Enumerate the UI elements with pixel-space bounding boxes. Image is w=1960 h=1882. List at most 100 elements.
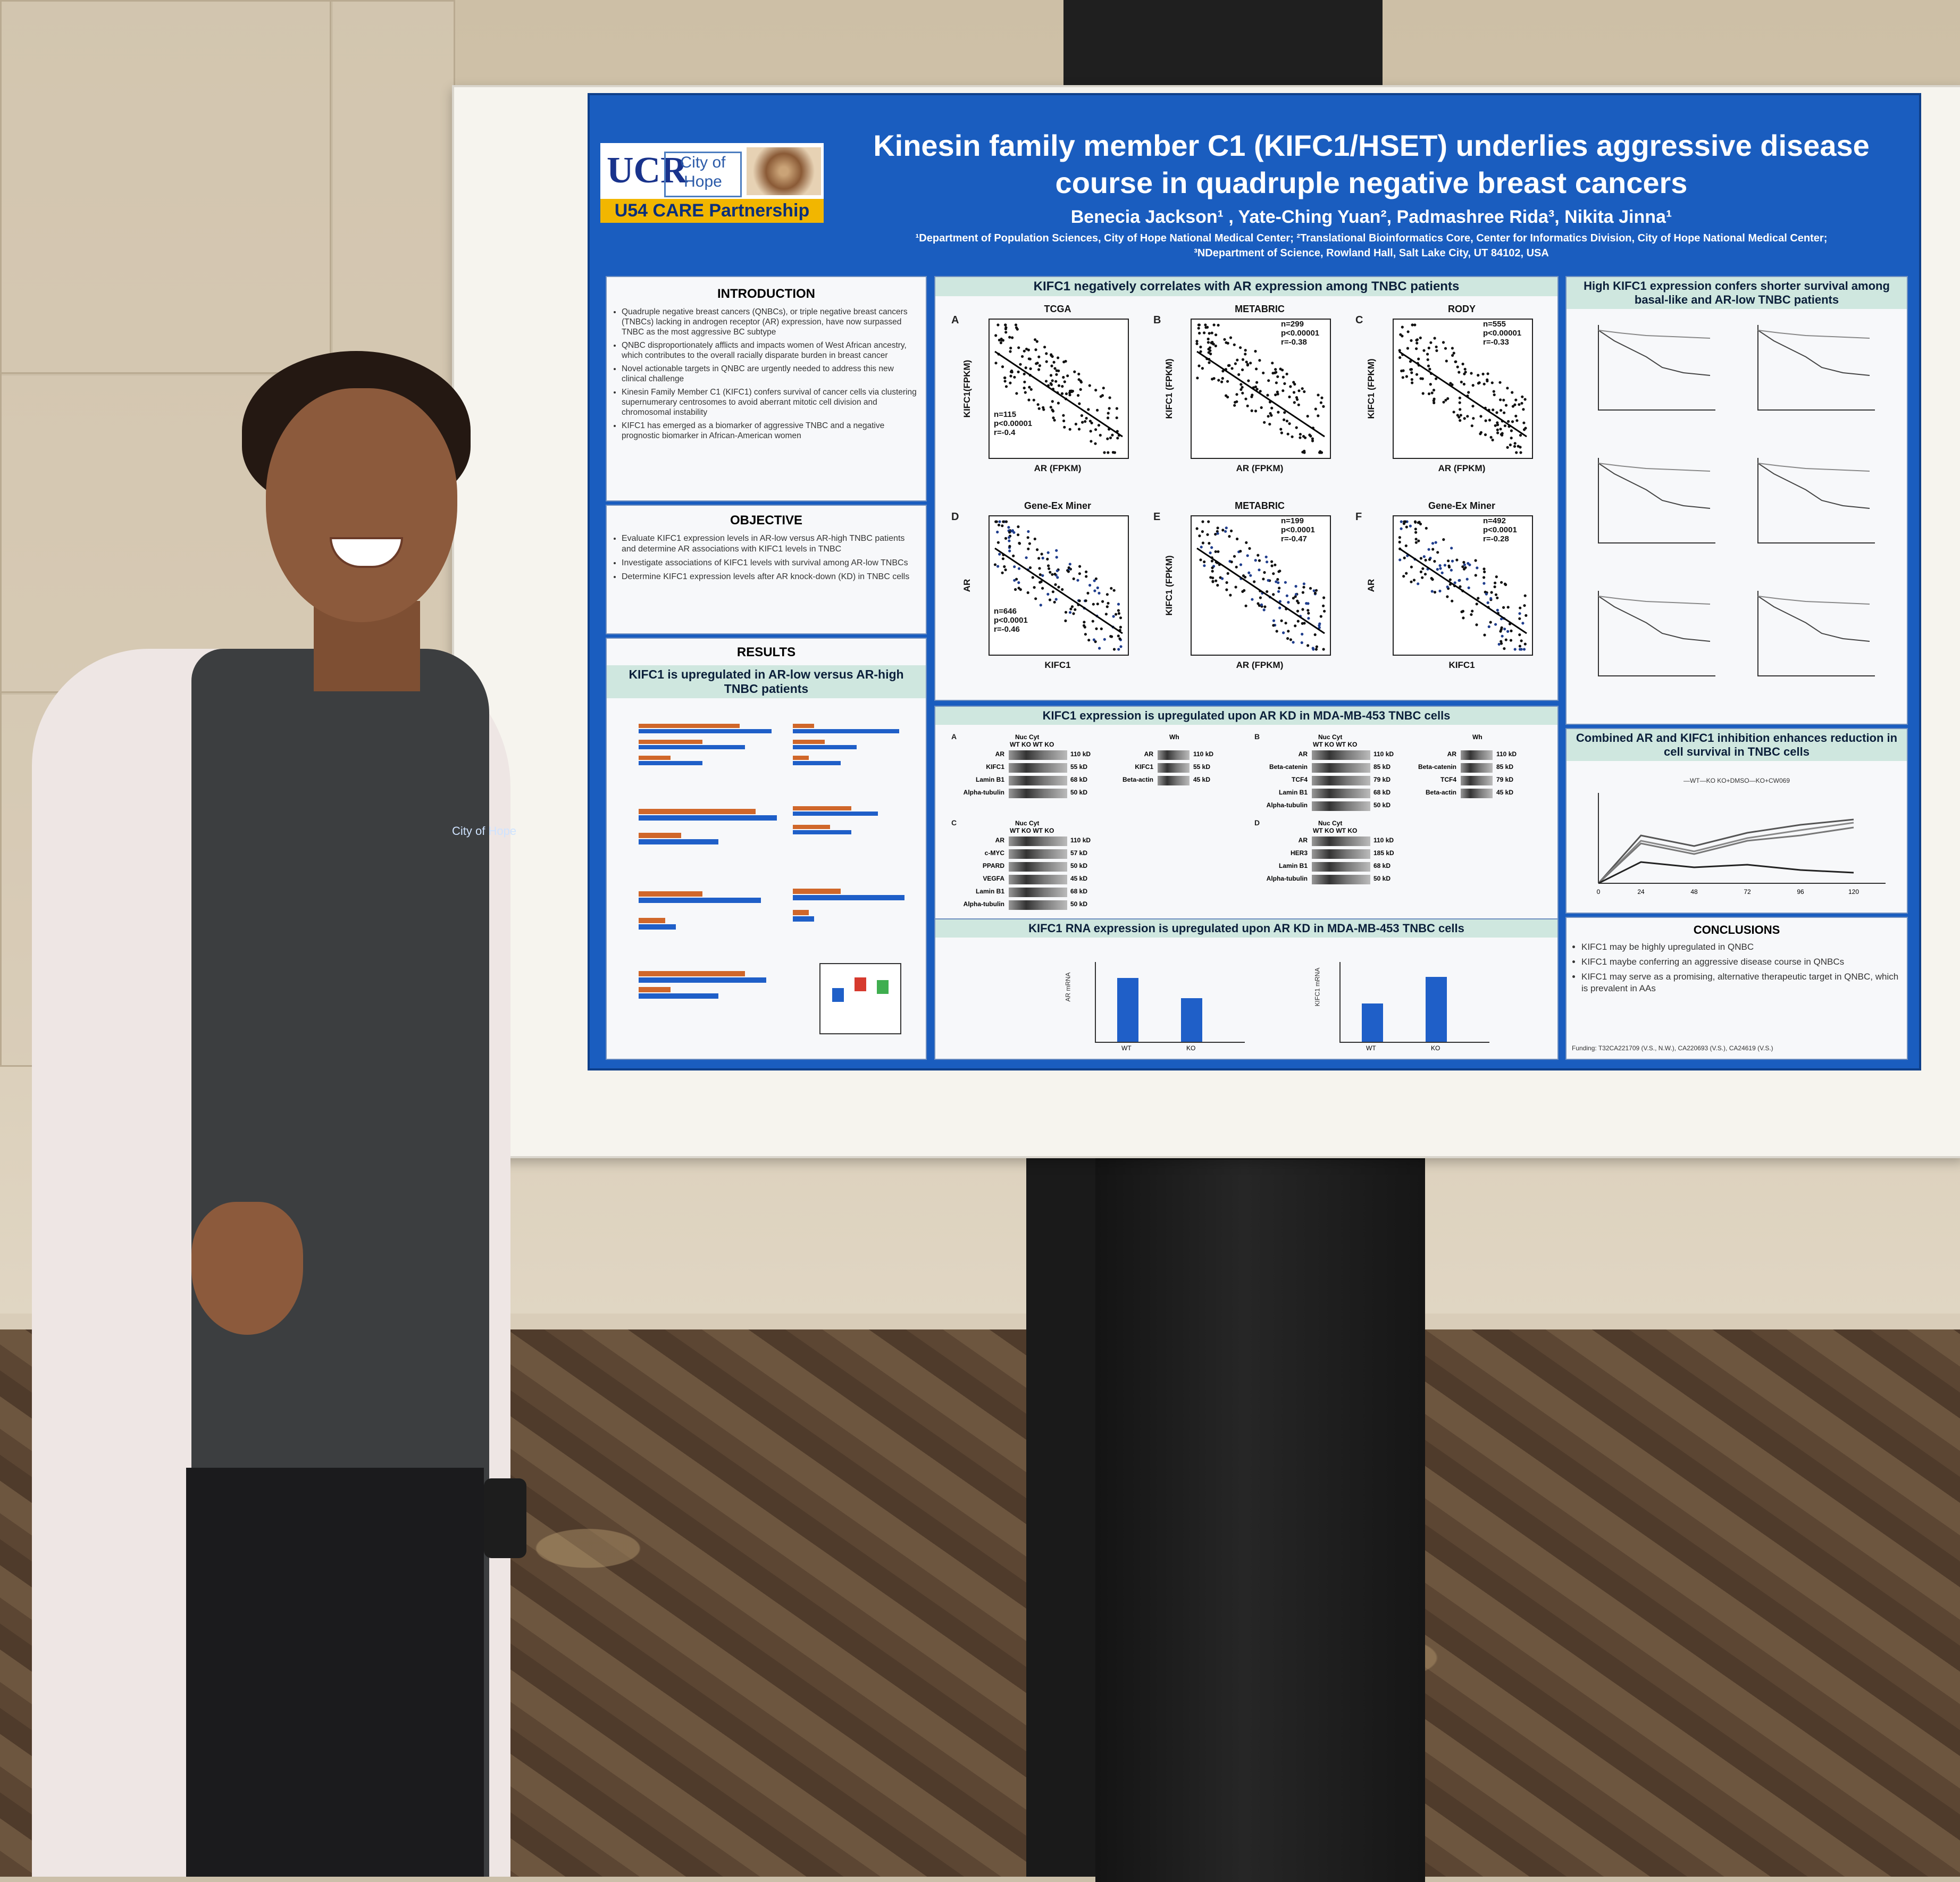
blot-band <box>1009 789 1067 798</box>
blot-size-label: 45 kD <box>1070 875 1088 882</box>
scatter-point <box>1056 569 1059 572</box>
scatter-point <box>1250 395 1253 398</box>
scatter-point <box>1522 428 1526 431</box>
scatter-point <box>1276 375 1279 378</box>
blot-band <box>1312 801 1370 811</box>
scatter-point <box>1272 593 1275 596</box>
y-axis-label: KIFC1(FPKM) <box>962 359 972 418</box>
scatter-point <box>1482 576 1486 579</box>
scatter-point <box>1413 323 1417 327</box>
scatter-point <box>1519 433 1522 437</box>
x-tick: 48 <box>1690 888 1698 896</box>
scatter-point <box>1266 394 1269 397</box>
scatter-point <box>1277 411 1280 414</box>
scatter-point <box>1209 551 1212 555</box>
combined-heading: Combined AR and KIFC1 inhibition enhance… <box>1567 729 1907 761</box>
scatter-point <box>1463 563 1466 566</box>
scatter-point <box>1063 425 1066 429</box>
panel-letter: F <box>1355 511 1362 523</box>
blot-size-label: 110 kD <box>1193 750 1214 758</box>
scatter-point <box>1244 397 1247 400</box>
scatter-point <box>1492 390 1495 393</box>
scatter-point <box>1486 601 1489 604</box>
blot-size-label: 110 kD <box>1373 750 1394 758</box>
scatter-point <box>1500 581 1503 584</box>
scatter-point <box>1487 625 1490 629</box>
km-curve <box>1757 330 1870 339</box>
scatter-point <box>1450 568 1453 572</box>
scatter-point <box>1251 598 1254 601</box>
scatter-point <box>1057 384 1061 387</box>
scatter-point <box>1270 406 1274 409</box>
scatter-point <box>1115 416 1118 420</box>
rna-heading: KIFC1 RNA expression is upregulated upon… <box>935 919 1557 938</box>
scatter-point <box>1488 419 1492 422</box>
scatter-point <box>1462 567 1466 571</box>
pants <box>186 1468 484 1877</box>
scatter-point <box>1456 414 1459 417</box>
scatter-point <box>1008 545 1011 548</box>
scatter-point <box>1210 546 1213 549</box>
scatter-point <box>1519 606 1522 609</box>
blot-row-label: HER3 <box>1290 849 1308 857</box>
scatter-point <box>1040 553 1043 556</box>
scatter-point <box>1403 520 1406 523</box>
blot-band <box>1461 789 1493 798</box>
scatter-point <box>1225 588 1228 591</box>
scatter-point <box>1494 424 1497 427</box>
scatter-point <box>1471 384 1475 387</box>
rna-bar-chart-a: AR mRNA WT KO <box>1065 962 1245 1052</box>
scatter-point <box>1292 597 1295 600</box>
scatter-point <box>1071 389 1074 393</box>
objective-bullet: Evaluate KIFC1 expression levels in AR-l… <box>622 533 918 555</box>
scatter-point <box>1409 368 1412 371</box>
scatter-point <box>1484 433 1487 437</box>
scatter-point <box>1090 421 1093 424</box>
scatter-point <box>1037 407 1041 410</box>
scatter-point <box>1289 638 1292 641</box>
scatter-point <box>1314 589 1318 592</box>
km-curve <box>1598 596 1711 605</box>
scatter-point <box>1513 648 1517 651</box>
scatter-point <box>1008 539 1011 542</box>
scatter-point <box>1250 409 1253 412</box>
scatter-point <box>1301 608 1304 611</box>
blot-row-label: TCF4 <box>1440 776 1456 783</box>
scatter-point <box>1257 602 1260 605</box>
bar-ar-low <box>793 761 841 765</box>
x-tick: 72 <box>1744 888 1751 896</box>
scatter-point <box>1217 550 1220 553</box>
blot-size-label: 50 kD <box>1070 862 1088 869</box>
scatter-point <box>1214 344 1217 348</box>
scatter-point <box>1286 432 1289 436</box>
scatter-point <box>1271 362 1274 365</box>
scatter-point <box>1211 570 1214 573</box>
scatter-point <box>1509 639 1513 642</box>
panel-letter: E <box>1153 511 1161 523</box>
scatter-point <box>1398 536 1401 539</box>
scatter-point <box>1517 445 1520 448</box>
scatter-point <box>1009 381 1012 384</box>
scatter-point <box>1283 382 1286 385</box>
scatter-point <box>1009 350 1012 353</box>
scatter-point <box>1201 541 1204 545</box>
scatter-point <box>1246 404 1249 407</box>
scatter-point <box>1217 379 1220 382</box>
scatter-point <box>1417 539 1420 542</box>
regression-line <box>1196 547 1325 634</box>
scatter-point <box>1479 415 1482 418</box>
scatter-point <box>1197 323 1200 327</box>
blot-band <box>1312 789 1370 798</box>
scatter-point <box>1255 367 1258 371</box>
scatter-point <box>1241 368 1244 371</box>
scatter-point <box>1266 590 1269 593</box>
blot-size-label: 68 kD <box>1373 862 1391 869</box>
scatter-point <box>1284 581 1287 584</box>
blot-band <box>1312 763 1370 773</box>
bar-ar-high <box>793 806 851 810</box>
scatter-point <box>1004 385 1008 388</box>
scatter-point <box>1315 645 1318 648</box>
hand <box>191 1202 303 1335</box>
combined-legend: —WT—KO KO+DMSO—KO+CW069 <box>1683 777 1790 784</box>
affiliation-line: ¹Department of Population Sciences, City… <box>915 232 1828 244</box>
